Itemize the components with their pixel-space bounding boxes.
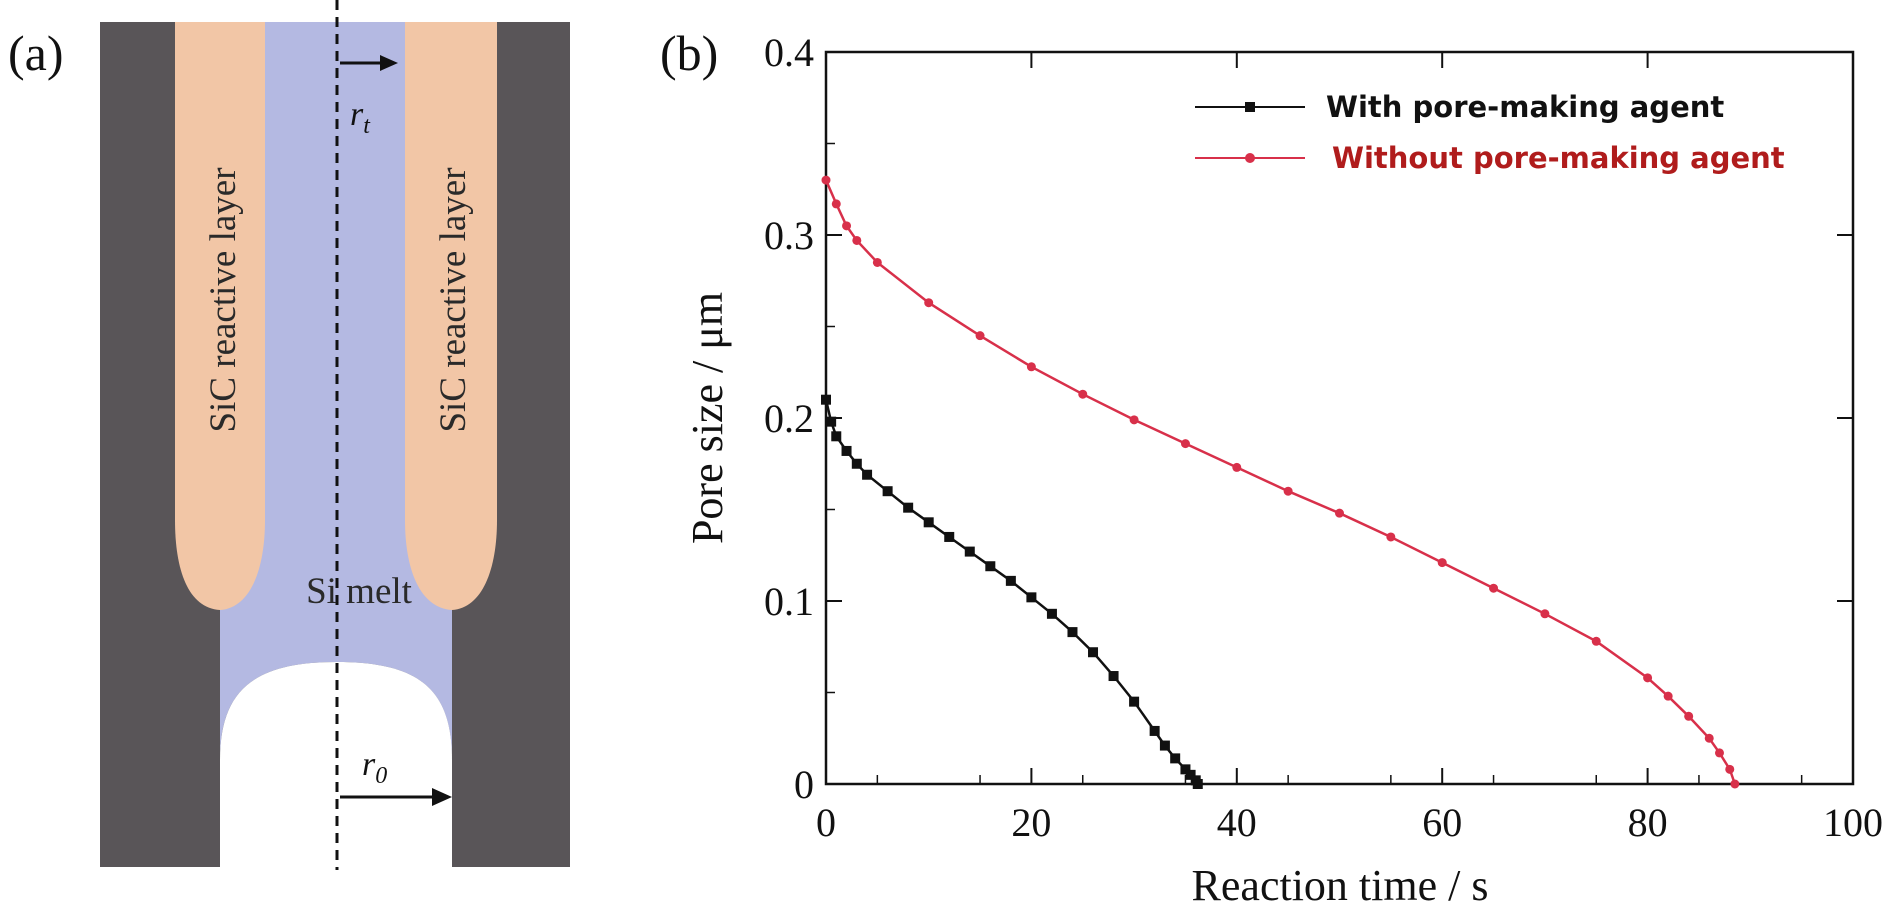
data-point bbox=[1232, 462, 1242, 472]
data-point bbox=[1170, 753, 1181, 764]
data-point bbox=[1730, 779, 1740, 789]
data-point bbox=[1180, 764, 1191, 775]
r0-label: r0 bbox=[362, 746, 387, 789]
data-point bbox=[821, 394, 831, 405]
r0-arrow bbox=[340, 788, 452, 806]
rt-label: rt bbox=[350, 96, 371, 139]
legend: With pore-making agent Without pore-maki… bbox=[1195, 90, 1785, 175]
chart-panel-b: 0 20 40 60 80 100 0 0.1 0.2 0.3 0.4 Reaction time … bbox=[683, 30, 1883, 905]
rt-arrow bbox=[340, 55, 398, 71]
y-tick-label: 0.3 bbox=[764, 213, 814, 258]
data-point bbox=[872, 257, 882, 267]
data-point bbox=[923, 517, 934, 528]
data-point bbox=[1005, 575, 1016, 586]
y-tick-label: 0.2 bbox=[764, 396, 814, 441]
data-point bbox=[964, 546, 975, 557]
y-tick-label: 0 bbox=[794, 762, 814, 807]
data-point bbox=[944, 531, 955, 542]
data-point bbox=[851, 458, 862, 469]
x-tick-label: 100 bbox=[1823, 800, 1883, 845]
data-point bbox=[1643, 673, 1653, 683]
data-point bbox=[1386, 532, 1396, 542]
series-without-agent bbox=[821, 175, 1740, 789]
series-line-with-agent bbox=[824, 399, 1199, 785]
x-tick-label: 20 bbox=[1011, 800, 1051, 845]
data-point bbox=[842, 221, 852, 231]
legend-label-without-agent: Without pore-making agent bbox=[1332, 141, 1785, 175]
sic-layer-left bbox=[175, 22, 265, 610]
series-with-agent bbox=[821, 394, 1203, 789]
data-point bbox=[924, 298, 934, 308]
data-point bbox=[975, 331, 985, 341]
y-axis-label: Pore size / μm bbox=[683, 292, 732, 544]
data-point bbox=[1437, 558, 1447, 568]
data-point bbox=[1129, 415, 1139, 425]
data-point bbox=[1078, 389, 1088, 399]
data-point bbox=[1129, 696, 1140, 707]
data-point bbox=[1185, 769, 1196, 780]
panel-a: (a) SiC reactive layer SiC reactive laye… bbox=[8, 0, 570, 870]
pore-void bbox=[220, 662, 452, 867]
axis-ticks bbox=[825, 51, 1854, 785]
y-tick-label: 0.1 bbox=[764, 579, 814, 624]
data-point bbox=[831, 431, 842, 442]
legend-item-without-agent: Without pore-making agent bbox=[1195, 141, 1785, 175]
data-point bbox=[1159, 740, 1170, 751]
data-point bbox=[1192, 779, 1203, 789]
x-tick-label: 60 bbox=[1422, 800, 1462, 845]
data-point bbox=[903, 502, 914, 513]
data-point bbox=[826, 416, 837, 427]
tick-labels: 0 20 40 60 80 100 0 0.1 0.2 0.3 0.4 bbox=[764, 30, 1883, 845]
series-line-without-agent bbox=[824, 179, 1737, 785]
data-point bbox=[1026, 362, 1036, 372]
data-point bbox=[831, 199, 841, 209]
data-point bbox=[1335, 508, 1344, 518]
data-point bbox=[862, 469, 873, 480]
data-point bbox=[1663, 691, 1673, 701]
data-point bbox=[1108, 671, 1119, 682]
legend-label-with-agent: With pore-making agent bbox=[1326, 90, 1724, 124]
data-point bbox=[1046, 608, 1057, 619]
data-point bbox=[1283, 486, 1293, 496]
data-point bbox=[1591, 636, 1601, 646]
series-layer bbox=[821, 175, 1740, 789]
panel-a-label: (a) bbox=[8, 25, 64, 81]
legend-item-with-agent: With pore-making agent bbox=[1195, 90, 1724, 124]
sic-layer-right bbox=[405, 22, 497, 610]
data-point bbox=[1725, 764, 1735, 774]
data-point bbox=[1149, 725, 1160, 736]
data-point bbox=[882, 486, 893, 497]
data-point bbox=[1714, 748, 1724, 758]
sic-layer-right-label: SiC reactive layer bbox=[433, 167, 474, 432]
data-point bbox=[821, 175, 831, 185]
x-tick-label: 40 bbox=[1217, 800, 1257, 845]
legend-marker-without-agent bbox=[1245, 153, 1255, 163]
sic-layer-left-label: SiC reactive layer bbox=[203, 167, 244, 432]
data-point bbox=[1180, 439, 1190, 449]
legend-marker-with-agent bbox=[1245, 102, 1255, 112]
panel-b-label: (b) bbox=[660, 25, 718, 81]
data-point bbox=[985, 561, 996, 572]
data-point bbox=[1684, 711, 1694, 721]
x-tick-label: 80 bbox=[1628, 800, 1668, 845]
x-tick-label: 0 bbox=[816, 800, 836, 845]
data-point bbox=[1067, 627, 1078, 638]
data-point bbox=[852, 235, 862, 245]
data-point bbox=[1704, 733, 1714, 743]
data-point bbox=[1026, 592, 1037, 603]
si-melt-label: Si melt bbox=[306, 571, 413, 612]
data-point bbox=[1540, 609, 1550, 619]
y-tick-label: 0.4 bbox=[764, 30, 814, 75]
data-point bbox=[1489, 583, 1499, 593]
data-point bbox=[841, 445, 852, 456]
x-axis-label: Reaction time / s bbox=[1192, 861, 1489, 905]
data-point bbox=[1088, 647, 1099, 658]
